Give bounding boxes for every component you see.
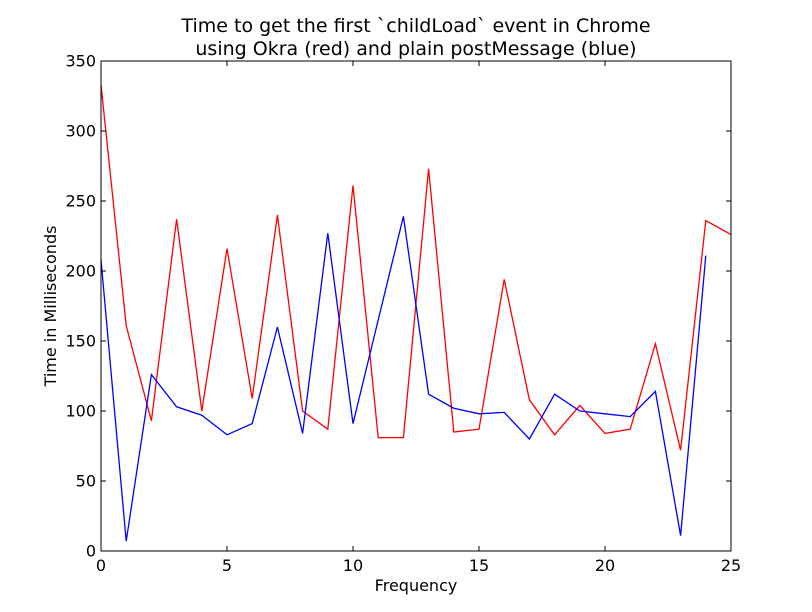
- x-tick-label-2: 10: [343, 556, 363, 575]
- y-axis-label: Time in Milliseconds: [41, 226, 60, 388]
- chart-subtitle: using Okra (red) and plain postMessage (…: [195, 38, 636, 60]
- y-tick-label-7: 350: [65, 52, 96, 71]
- y-tick-label-0: 0: [86, 542, 96, 561]
- plot-frame: [100, 60, 732, 552]
- x-axis-label: Frequency: [375, 576, 458, 595]
- x-tick-label-1: 5: [222, 556, 232, 575]
- series-line-1: [100, 216, 707, 542]
- y-tick-label-6: 300: [65, 122, 96, 141]
- x-tick-label-4: 20: [595, 556, 615, 575]
- y-tick-label-4: 200: [65, 262, 96, 281]
- x-tick-label-5: 25: [721, 556, 741, 575]
- y-tick-label-2: 100: [65, 402, 96, 421]
- y-tick-label-5: 250: [65, 192, 96, 211]
- x-tick-label-0: 0: [96, 556, 106, 575]
- chart-title: Time to get the first `childLoad` event …: [180, 15, 650, 37]
- x-tick-label-3: 15: [469, 556, 489, 575]
- series-line-0: [100, 84, 732, 451]
- y-tick-label-3: 150: [65, 332, 96, 351]
- y-tick-label-1: 50: [76, 472, 96, 491]
